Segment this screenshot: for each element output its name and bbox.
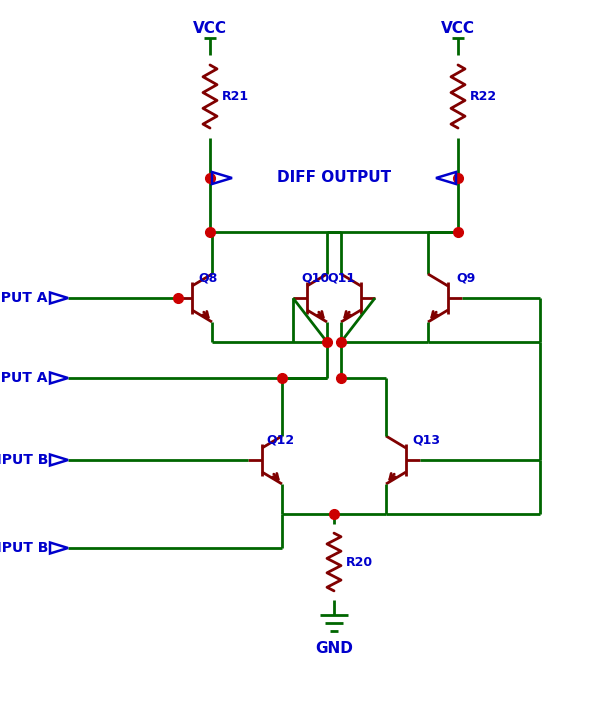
Text: INPUT A: INPUT A <box>0 371 48 385</box>
Text: R20: R20 <box>346 556 373 568</box>
Text: R21: R21 <box>222 90 249 103</box>
Text: VCC: VCC <box>193 21 227 36</box>
Text: VCC: VCC <box>441 21 475 36</box>
Text: R22: R22 <box>470 90 497 103</box>
Text: INPUT B: INPUT B <box>0 541 48 555</box>
Text: INPUT A: INPUT A <box>0 291 48 305</box>
Text: Q10: Q10 <box>301 272 329 285</box>
Text: INPUT B: INPUT B <box>0 453 48 467</box>
Text: Q9: Q9 <box>456 272 475 285</box>
Text: GND: GND <box>315 641 353 656</box>
Text: Q12: Q12 <box>266 433 294 446</box>
Text: Q8: Q8 <box>198 272 217 285</box>
Text: DIFF OUTPUT: DIFF OUTPUT <box>277 170 391 185</box>
Text: Q11: Q11 <box>327 272 355 285</box>
Text: Q13: Q13 <box>412 433 440 446</box>
